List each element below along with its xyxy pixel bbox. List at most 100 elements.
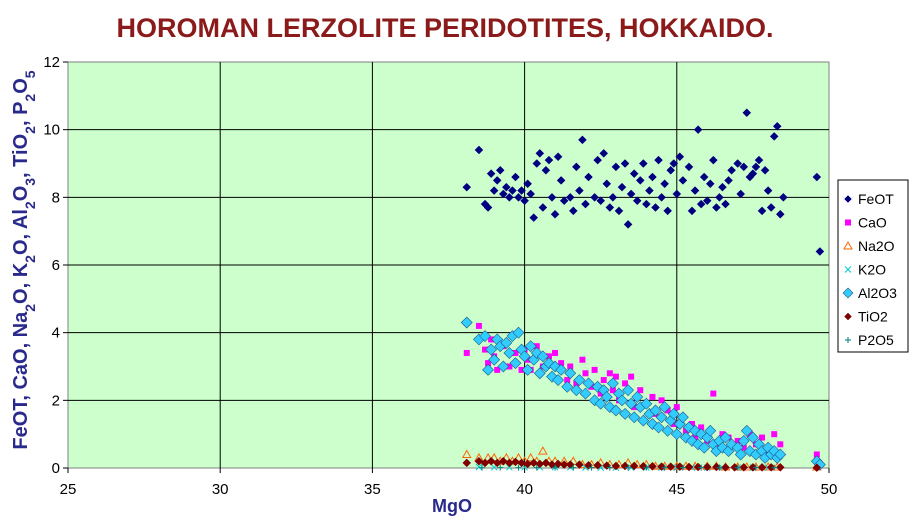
- feot-point: [529, 213, 539, 222]
- al2o3-point: [521, 363, 534, 376]
- y-tick-label: 0: [52, 460, 60, 477]
- feot-point: [718, 182, 727, 192]
- al2o3-point: [488, 353, 501, 366]
- al2o3-point: [740, 424, 753, 437]
- al2o3-point: [719, 431, 732, 444]
- feot-point: [660, 179, 669, 189]
- feot-point: [678, 176, 688, 185]
- feot-point: [727, 165, 736, 175]
- al2o3-point: [518, 350, 531, 363]
- al2o3-point: [616, 394, 628, 407]
- feot-point: [712, 203, 721, 212]
- tio2-point: [721, 462, 730, 472]
- al2o3-point: [774, 448, 787, 461]
- legend-marker-tio2: [844, 312, 852, 321]
- al2o3-point: [655, 411, 668, 424]
- feot-point: [766, 203, 776, 212]
- feot-point: [571, 162, 581, 172]
- legend-label-feot: FeOT: [858, 191, 894, 207]
- series-p2o5: [478, 464, 778, 471]
- feot-point: [517, 186, 526, 195]
- tio2-point: [739, 462, 749, 472]
- tio2-point: [812, 463, 822, 473]
- legend-marker-p2o5: [845, 337, 851, 343]
- al2o3-point: [573, 374, 586, 386]
- al2o3-point: [737, 435, 750, 447]
- legend-marker-na2o: [843, 240, 853, 250]
- al2o3-point: [606, 377, 619, 390]
- cao-point: [567, 363, 574, 370]
- al2o3-point: [628, 411, 641, 424]
- legend-label-p2o5: P2O5: [858, 332, 894, 348]
- al2o3-point: [704, 424, 717, 437]
- feot-point: [611, 162, 621, 172]
- p2o5-point: [661, 464, 668, 471]
- feot-point: [492, 176, 502, 185]
- cao-point: [759, 434, 766, 441]
- al2o3-point: [658, 401, 671, 414]
- feot-point: [669, 159, 679, 168]
- feot-point: [462, 182, 472, 192]
- feot-point: [550, 209, 560, 219]
- p2o5-point: [625, 464, 632, 471]
- feot-point: [751, 162, 761, 172]
- cao-point: [637, 387, 644, 394]
- tio2-point: [775, 462, 785, 472]
- feot-point: [708, 155, 718, 165]
- x-tick-label: 30: [212, 481, 229, 498]
- feot-point: [632, 196, 642, 206]
- feot-point: [769, 132, 779, 141]
- feot-point: [505, 192, 514, 202]
- cao-point: [579, 356, 586, 363]
- feot-point: [556, 176, 566, 185]
- x-tick-label: 50: [821, 481, 838, 498]
- feot-point: [617, 182, 627, 192]
- feot-point: [645, 186, 654, 195]
- feot-point: [739, 162, 749, 172]
- legend-marker-al2o3: [842, 287, 854, 299]
- legend-label-al2o3: Al2O3: [858, 285, 897, 301]
- cao-point: [734, 437, 741, 444]
- al2o3-point: [512, 326, 525, 339]
- p2o5-point: [497, 464, 504, 471]
- cao-point: [631, 404, 638, 411]
- al2o3-point: [460, 316, 473, 329]
- feot-point: [547, 192, 557, 202]
- feot-point: [696, 199, 706, 209]
- al2o3-point: [600, 391, 613, 403]
- x-tick-label: 25: [60, 481, 77, 498]
- feot-point: [775, 209, 785, 219]
- y-axis-title: FeOT, CaO, Na2O, K2O, Al2O3, TiO2, P2O5: [10, 70, 38, 449]
- tio2-point: [517, 458, 526, 468]
- feot-point: [501, 182, 511, 192]
- al2o3-point: [500, 336, 513, 349]
- feot-point: [815, 247, 825, 256]
- al2o3-point: [509, 357, 522, 370]
- cao-point: [494, 366, 501, 373]
- al2o3-point: [497, 360, 510, 373]
- al2o3-point: [482, 363, 494, 376]
- tio2-point: [462, 458, 472, 468]
- feot-point: [675, 152, 685, 162]
- feot-point: [772, 121, 782, 131]
- p2o5-point: [771, 464, 778, 471]
- al2o3-point: [555, 363, 568, 376]
- al2o3-point: [503, 347, 516, 359]
- tio2-point: [474, 456, 484, 466]
- cao-point: [612, 373, 619, 380]
- cao-point: [564, 377, 571, 384]
- legend-box: [837, 179, 909, 353]
- y-tick-label: 8: [52, 189, 60, 206]
- feot-point: [608, 192, 618, 202]
- x-tick-label: 45: [668, 481, 685, 498]
- feot-point: [666, 165, 676, 175]
- feot-point: [763, 186, 773, 195]
- tio2-point: [666, 462, 676, 472]
- legend-label-cao: CaO: [858, 215, 887, 231]
- y-tick-label: 6: [52, 257, 60, 274]
- na2o-point: [525, 452, 536, 462]
- feot-point: [514, 192, 523, 202]
- feot-point: [599, 148, 609, 158]
- cao-point: [719, 431, 726, 438]
